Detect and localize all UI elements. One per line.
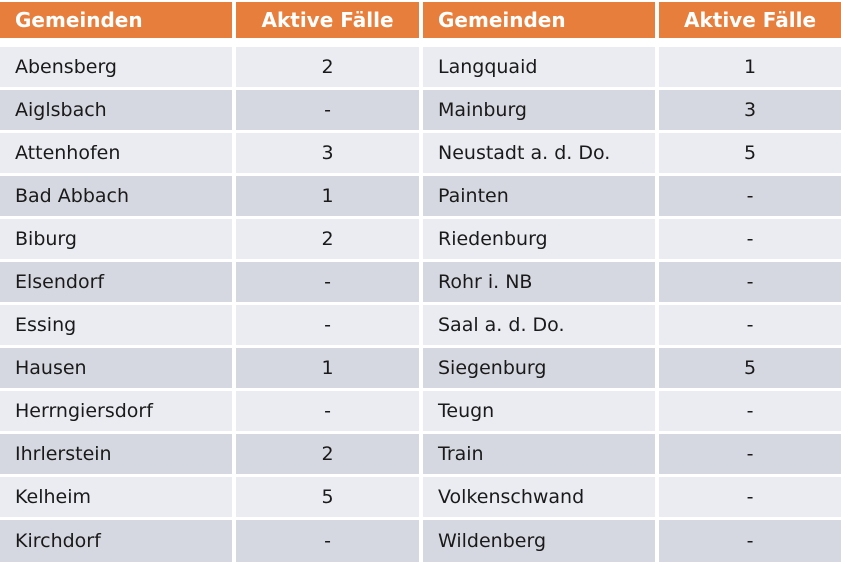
- aktive-faelle-cell-right: -: [659, 262, 841, 302]
- table-row: Attenhofen 3 Neustadt a. d. Do. 5: [0, 133, 841, 173]
- aktive-faelle-cell-right: -: [659, 219, 841, 259]
- gemeinde-name-cell-right: Saal a. d. Do.: [423, 305, 655, 345]
- table-row: Kirchdorf - Wildenberg -: [0, 520, 841, 562]
- gemeinde-name-cell-left: Ihrlerstein: [0, 434, 232, 474]
- column-header-aktive-faelle-left: Aktive Fälle: [236, 2, 419, 38]
- aktive-faelle-cell-right: -: [659, 520, 841, 562]
- aktive-faelle-cell-right: 3: [659, 90, 841, 130]
- aktive-faelle-cell-left: 2: [236, 47, 419, 87]
- table-row: Kelheim 5 Volkenschwand -: [0, 477, 841, 517]
- table-row: Abensberg 2 Langquaid 1: [0, 47, 841, 87]
- aktive-faelle-cell-left: -: [236, 262, 419, 302]
- gemeinde-name-cell-right: Painten: [423, 176, 655, 216]
- gemeinde-name-cell-left: Bad Abbach: [0, 176, 232, 216]
- table-header-row: Gemeinden Aktive Fälle Gemeinden Aktive …: [0, 2, 841, 38]
- aktive-faelle-cell-left: 2: [236, 219, 419, 259]
- gemeinde-name-cell-left: Kirchdorf: [0, 520, 232, 562]
- gemeinde-name-cell-right: Rohr i. NB: [423, 262, 655, 302]
- aktive-faelle-cell-right: -: [659, 391, 841, 431]
- gemeinde-name-cell-left: Biburg: [0, 219, 232, 259]
- gemeinde-name-cell-right: Wildenberg: [423, 520, 655, 562]
- table-row: Aiglsbach - Mainburg 3: [0, 90, 841, 130]
- gemeinde-name-cell-left: Aiglsbach: [0, 90, 232, 130]
- table-row: Herrngiersdorf - Teugn -: [0, 391, 841, 431]
- aktive-faelle-cell-right: 5: [659, 348, 841, 388]
- aktive-faelle-cell-left: 1: [236, 176, 419, 216]
- gemeinde-name-cell-left: Essing: [0, 305, 232, 345]
- gemeinde-name-cell-right: Neustadt a. d. Do.: [423, 133, 655, 173]
- aktive-faelle-cell-left: 1: [236, 348, 419, 388]
- aktive-faelle-cell-left: -: [236, 391, 419, 431]
- gemeinde-name-cell-right: Riedenburg: [423, 219, 655, 259]
- gemeinde-name-cell-right: Mainburg: [423, 90, 655, 130]
- aktive-faelle-cell-right: -: [659, 477, 841, 517]
- gemeinde-name-cell-right: Volkenschwand: [423, 477, 655, 517]
- gemeinde-name-cell-right: Train: [423, 434, 655, 474]
- table-row: Biburg 2 Riedenburg -: [0, 219, 841, 259]
- gemeinde-name-cell-left: Abensberg: [0, 47, 232, 87]
- aktive-faelle-cell-left: 2: [236, 434, 419, 474]
- gemeinde-name-cell-left: Herrngiersdorf: [0, 391, 232, 431]
- aktive-faelle-cell-right: 5: [659, 133, 841, 173]
- table-row: Hausen 1 Siegenburg 5: [0, 348, 841, 388]
- aktive-faelle-cell-right: 1: [659, 47, 841, 87]
- table-body: Abensberg 2 Langquaid 1 Aiglsbach - Main…: [0, 47, 841, 562]
- aktive-faelle-cell-right: -: [659, 305, 841, 345]
- table-row: Ihrlerstein 2 Train -: [0, 434, 841, 474]
- table-row: Essing - Saal a. d. Do. -: [0, 305, 841, 345]
- column-header-gemeinden-right: Gemeinden: [423, 2, 655, 38]
- gemeinde-name-cell-right: Siegenburg: [423, 348, 655, 388]
- gemeinde-name-cell-left: Hausen: [0, 348, 232, 388]
- aktive-faelle-cell-left: -: [236, 305, 419, 345]
- aktive-faelle-cell-left: 3: [236, 133, 419, 173]
- aktive-faelle-cell-right: -: [659, 434, 841, 474]
- table-row: Elsendorf - Rohr i. NB -: [0, 262, 841, 302]
- aktive-faelle-cell-left: -: [236, 90, 419, 130]
- aktive-faelle-cell-left: -: [236, 520, 419, 562]
- column-header-aktive-faelle-right: Aktive Fälle: [659, 2, 841, 38]
- gemeinde-name-cell-left: Kelheim: [0, 477, 232, 517]
- table-row: Bad Abbach 1 Painten -: [0, 176, 841, 216]
- gemeinde-name-cell-left: Attenhofen: [0, 133, 232, 173]
- aktive-faelle-cell-right: -: [659, 176, 841, 216]
- gemeinde-name-cell-right: Teugn: [423, 391, 655, 431]
- aktive-faelle-cell-left: 5: [236, 477, 419, 517]
- gemeinde-name-cell-left: Elsendorf: [0, 262, 232, 302]
- column-header-gemeinden-left: Gemeinden: [0, 2, 232, 38]
- gemeinde-name-cell-right: Langquaid: [423, 47, 655, 87]
